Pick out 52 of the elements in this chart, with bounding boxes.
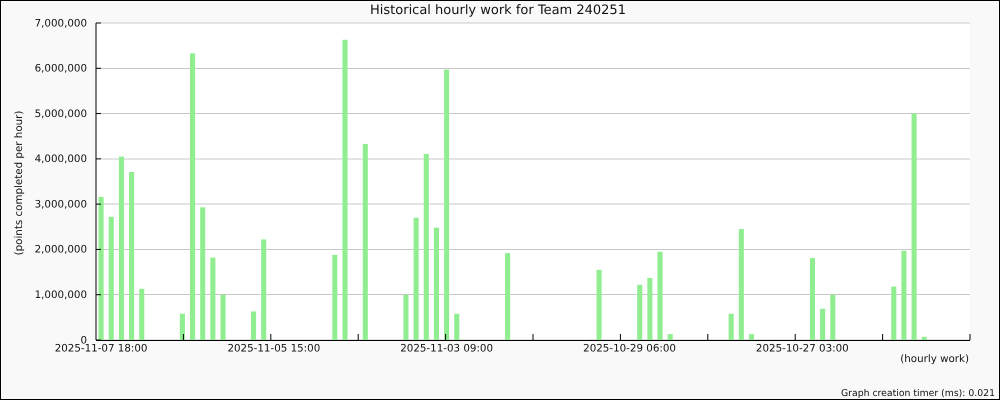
bar xyxy=(596,270,602,340)
bar xyxy=(922,336,927,340)
bar xyxy=(332,254,338,340)
bar xyxy=(444,70,450,340)
bar xyxy=(139,288,144,340)
y-tick-label: 5,000,000 xyxy=(34,108,87,120)
x-tick-label: 2025-10-27 03:00 xyxy=(756,342,849,354)
bar xyxy=(912,114,917,340)
bar xyxy=(424,154,429,340)
bar xyxy=(200,207,206,340)
bar xyxy=(220,294,226,340)
bar xyxy=(657,252,663,340)
bar xyxy=(342,40,348,340)
x-axis-title: (hourly work) xyxy=(900,353,969,365)
bar xyxy=(414,218,419,340)
bar xyxy=(830,294,836,340)
x-tick-label: 2025-10-29 06:00 xyxy=(583,342,676,354)
bar xyxy=(810,258,816,340)
bar xyxy=(180,314,185,340)
x-tick-label: 2025-11-05 15:00 xyxy=(227,342,320,354)
y-tick-label: 1,000,000 xyxy=(34,289,87,302)
bar xyxy=(647,278,652,340)
bar xyxy=(901,250,906,340)
bar xyxy=(129,172,134,340)
bar xyxy=(210,258,216,340)
y-tick-label: 4,000,000 xyxy=(34,153,87,166)
y-axis-title: (points completed per hour) xyxy=(13,110,25,256)
x-tick-label: 2025-11-03 09:00 xyxy=(400,342,494,354)
y-tick-label: 2,000,000 xyxy=(34,244,87,256)
bar xyxy=(434,228,439,340)
bar xyxy=(505,253,510,340)
bar xyxy=(738,229,744,340)
bar xyxy=(454,314,460,340)
y-tick-label: 6,000,000 xyxy=(34,62,87,75)
y-tick-label: 3,000,000 xyxy=(34,198,87,210)
bar xyxy=(891,286,896,340)
bar xyxy=(403,294,409,340)
bar xyxy=(362,144,368,340)
y-tick-label: 7,000,000 xyxy=(34,17,87,30)
bar xyxy=(728,314,734,340)
bar xyxy=(108,216,114,340)
bar xyxy=(261,239,266,340)
bar xyxy=(98,196,104,340)
bar xyxy=(748,334,754,340)
bar xyxy=(668,334,673,340)
bar xyxy=(118,156,124,340)
bar xyxy=(190,53,196,340)
bar xyxy=(250,311,256,340)
bar xyxy=(637,284,642,340)
bar xyxy=(820,308,826,340)
text: Graph creation timer (ms): 0.021 xyxy=(840,388,996,399)
chart-title: Historical hourly work for Team 240251 xyxy=(370,3,626,18)
